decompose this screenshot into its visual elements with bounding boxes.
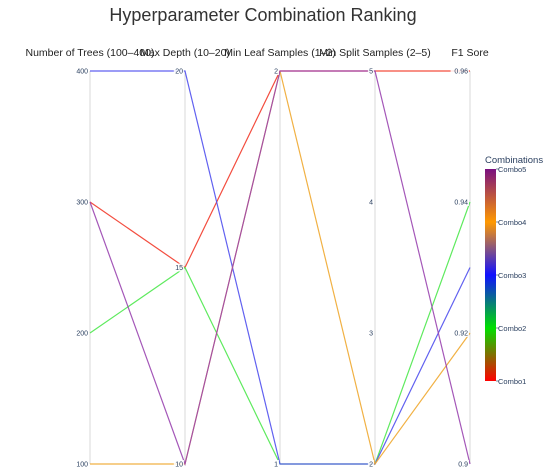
tick-halo (450, 329, 469, 337)
tick-label-split: 5 (369, 69, 373, 76)
tick-halo (367, 460, 374, 468)
tick-label-trees: 200 (76, 331, 88, 338)
series-line-combo3 (90, 70, 471, 465)
tick-halo (74, 198, 89, 206)
tick-label-trees: 100 (76, 462, 88, 469)
colorbar-label-combo4: Combo4 (498, 218, 526, 227)
colorbar-label-combo1: Combo1 (498, 377, 526, 386)
tick-label-f1: 0.96 (454, 69, 468, 76)
tick-halo (74, 329, 89, 337)
tick-halo (272, 67, 279, 75)
tick-label-split: 4 (369, 200, 373, 207)
colorbar: Combinations Combo1Combo2Combo3Combo4Com… (485, 155, 543, 386)
tick-halo (272, 460, 279, 468)
tick-label-f1: 0.92 (454, 331, 468, 338)
colorbar-label-combo3: Combo3 (498, 271, 526, 280)
tick-halo (454, 460, 469, 468)
axis-label-f1: F1 Sore (451, 47, 489, 59)
tick-halo (367, 329, 374, 337)
axis-label-trees: Number of Trees (100–400) (26, 47, 155, 59)
axis-label-depth: Max Depth (10–20) (140, 47, 230, 59)
tick-halo (367, 67, 374, 75)
axis-label-split: Min Split Samples (2–5) (319, 47, 430, 59)
axis-label-leaf: Min Leaf Samples (1–2) (224, 47, 335, 59)
tick-label-f1: 0.9 (458, 462, 468, 469)
tick-halo (74, 67, 89, 75)
chart-title: Hyperparameter Combination Ranking (109, 5, 416, 25)
tick-halo (173, 67, 184, 75)
tick-label-depth: 15 (175, 265, 183, 272)
tick-label-split: 3 (369, 331, 373, 338)
series-line-combo5 (89, 70, 471, 467)
tick-halo (173, 263, 184, 272)
lines-layer (89, 70, 471, 467)
tick-halo (173, 460, 184, 468)
tick-label-trees: 400 (76, 69, 88, 76)
tick-label-leaf: 1 (274, 462, 278, 469)
colorbar-title: Combinations (485, 155, 543, 166)
tick-halo (74, 460, 89, 468)
tick-label-depth: 20 (175, 69, 183, 76)
tick-label-leaf: 2 (274, 69, 278, 76)
colorbar-label-combo5: Combo5 (498, 165, 526, 174)
colorbar-label-combo2: Combo2 (498, 324, 526, 333)
tick-halo (367, 198, 374, 206)
ticks-layer: 100 200 300 400 10 15 20 1 2 2 3 4 5 0.9 0.92 0.94 0.96 (74, 67, 469, 469)
tick-halo (450, 67, 469, 75)
tick-label-split: 2 (369, 462, 373, 469)
tick-label-f1: 0.94 (454, 200, 468, 207)
tick-label-trees: 300 (76, 200, 88, 207)
tick-label-depth: 10 (175, 462, 183, 469)
colorbar-gradient (485, 169, 496, 381)
tick-halo (450, 198, 469, 206)
colorbar-labels: Combo1 Combo2 Combo3 Combo4 Combo5 (496, 165, 526, 386)
